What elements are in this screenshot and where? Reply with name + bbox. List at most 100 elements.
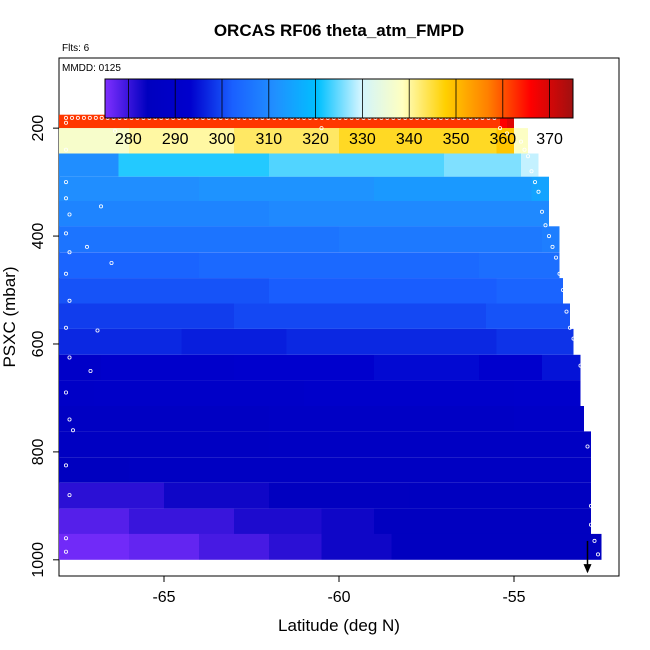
heatmap-cell: [59, 278, 269, 304]
flight-point: [526, 154, 531, 159]
flight-point: [75, 115, 80, 120]
heatmap-cell: [269, 278, 497, 304]
y-axis-label: PSXC (mbar): [0, 266, 19, 367]
chart-title: ORCAS RF06 theta_atm_FMPD: [214, 21, 464, 40]
flight-point: [64, 120, 69, 125]
colorbar-ticks: 280 290 300 310 320 330 340 350 360 370: [115, 79, 563, 148]
colorbar-tick-label: 330: [349, 131, 376, 148]
heatmap-cell: [129, 508, 234, 534]
flight-point: [564, 309, 569, 314]
flight-point: [64, 325, 69, 330]
heatmap-cell: [531, 176, 549, 201]
heatmap-cell: [542, 226, 560, 253]
heatmap-cell: [409, 482, 591, 509]
heatmap-cell: [374, 354, 479, 381]
colorbar-tick-label: 300: [209, 131, 236, 148]
flight-point: [568, 325, 573, 330]
heatmap-cell: [59, 201, 269, 227]
heatmap-cell: [269, 431, 479, 458]
flight-point: [575, 347, 580, 352]
flight-point: [571, 336, 576, 341]
heatmap-cell: [59, 508, 129, 534]
heatmap-cell: [374, 508, 591, 534]
heatmap-cell: [514, 128, 528, 154]
flight-point: [95, 328, 100, 333]
heatmap-cell: [321, 533, 392, 560]
colorbar-tick-label: 340: [396, 131, 423, 148]
heatmap-cell: [444, 153, 521, 177]
heatmap-cell: [339, 128, 497, 154]
y-tick-label: 400: [30, 223, 47, 250]
flight-point: [582, 395, 587, 400]
heatmap-cell: [59, 226, 339, 253]
heatmap-cell: [409, 328, 497, 355]
y-axis: 200 400 600 800 1000: [30, 115, 59, 578]
colorbar-gradient: [104, 78, 574, 119]
colorbar: 280 290 300 310 320 330 340 350 360 370: [104, 78, 574, 148]
flight-point: [87, 115, 92, 120]
x-axis: -65 -60 -55: [152, 576, 526, 606]
heatmap-cell: [514, 406, 584, 432]
flight-point: [70, 115, 75, 120]
flight-point: [88, 368, 93, 373]
y-tick-label: 200: [30, 115, 47, 142]
flight-point: [67, 355, 72, 360]
y-tick-label: 1000: [30, 542, 47, 578]
x-tick-label: -65: [152, 589, 175, 606]
flight-point: [67, 250, 72, 255]
heatmap-cell: [321, 508, 374, 534]
flight-point: [81, 115, 86, 120]
flight-point: [64, 147, 69, 152]
heatmap-cell: [199, 533, 269, 560]
flight-point: [536, 189, 541, 194]
flight-point: [67, 298, 72, 303]
heatmap-cell: [269, 153, 444, 177]
heatmap-cell: [269, 406, 514, 432]
flight-point: [64, 549, 69, 554]
heatmap-cell: [199, 252, 479, 279]
heatmap-cell: [199, 176, 374, 201]
heatmap-cell: [486, 303, 570, 329]
flight-point: [519, 139, 524, 144]
arrow-head: [583, 564, 592, 574]
heatmap-cell: [286, 328, 409, 355]
heatmap-cell: [129, 457, 339, 483]
flight-point: [64, 196, 69, 201]
flight-point: [319, 126, 324, 131]
heatmap-cell: [59, 328, 182, 355]
heatmap-cells: [59, 114, 602, 560]
date-note: MMDD: 0125: [62, 63, 121, 74]
flight-point: [64, 271, 69, 276]
flight-point: [522, 147, 527, 152]
heatmap-cell: [234, 354, 374, 381]
heatmap-cell: [118, 153, 269, 177]
colorbar-tick-label: 280: [115, 131, 142, 148]
x-axis-label: Latitude (deg N): [278, 616, 400, 635]
colorbar-tick-label: 310: [255, 131, 282, 148]
heatmap-cell: [164, 482, 269, 509]
flight-point: [109, 260, 114, 265]
flight-point: [99, 204, 104, 209]
colorbar-tick-label: 370: [536, 131, 563, 148]
heatmap-cell: [59, 533, 129, 560]
heatmap-cell: [531, 201, 549, 227]
heatmap-cell: [479, 431, 591, 458]
flight-point: [67, 493, 72, 498]
heatmap-cell: [59, 252, 199, 279]
heatmap-cell: [59, 128, 129, 154]
heatmap-cell: [59, 354, 101, 381]
heatmap-cell: [479, 354, 542, 381]
flights-note: Flts: 6: [62, 43, 90, 54]
heatmap-cell: [59, 406, 269, 432]
heatmap-cell: [304, 380, 514, 406]
heatmap-cell: [234, 508, 322, 534]
flight-point: [71, 428, 76, 433]
flight-point: [64, 390, 69, 395]
heatmap-cell: [129, 128, 234, 154]
heatmap-cell: [391, 533, 602, 560]
heatmap-cell: [496, 328, 574, 355]
heatmap-cell: [59, 482, 164, 509]
flight-point: [592, 538, 597, 543]
flight-point: [596, 552, 601, 557]
flight-point: [540, 209, 545, 214]
